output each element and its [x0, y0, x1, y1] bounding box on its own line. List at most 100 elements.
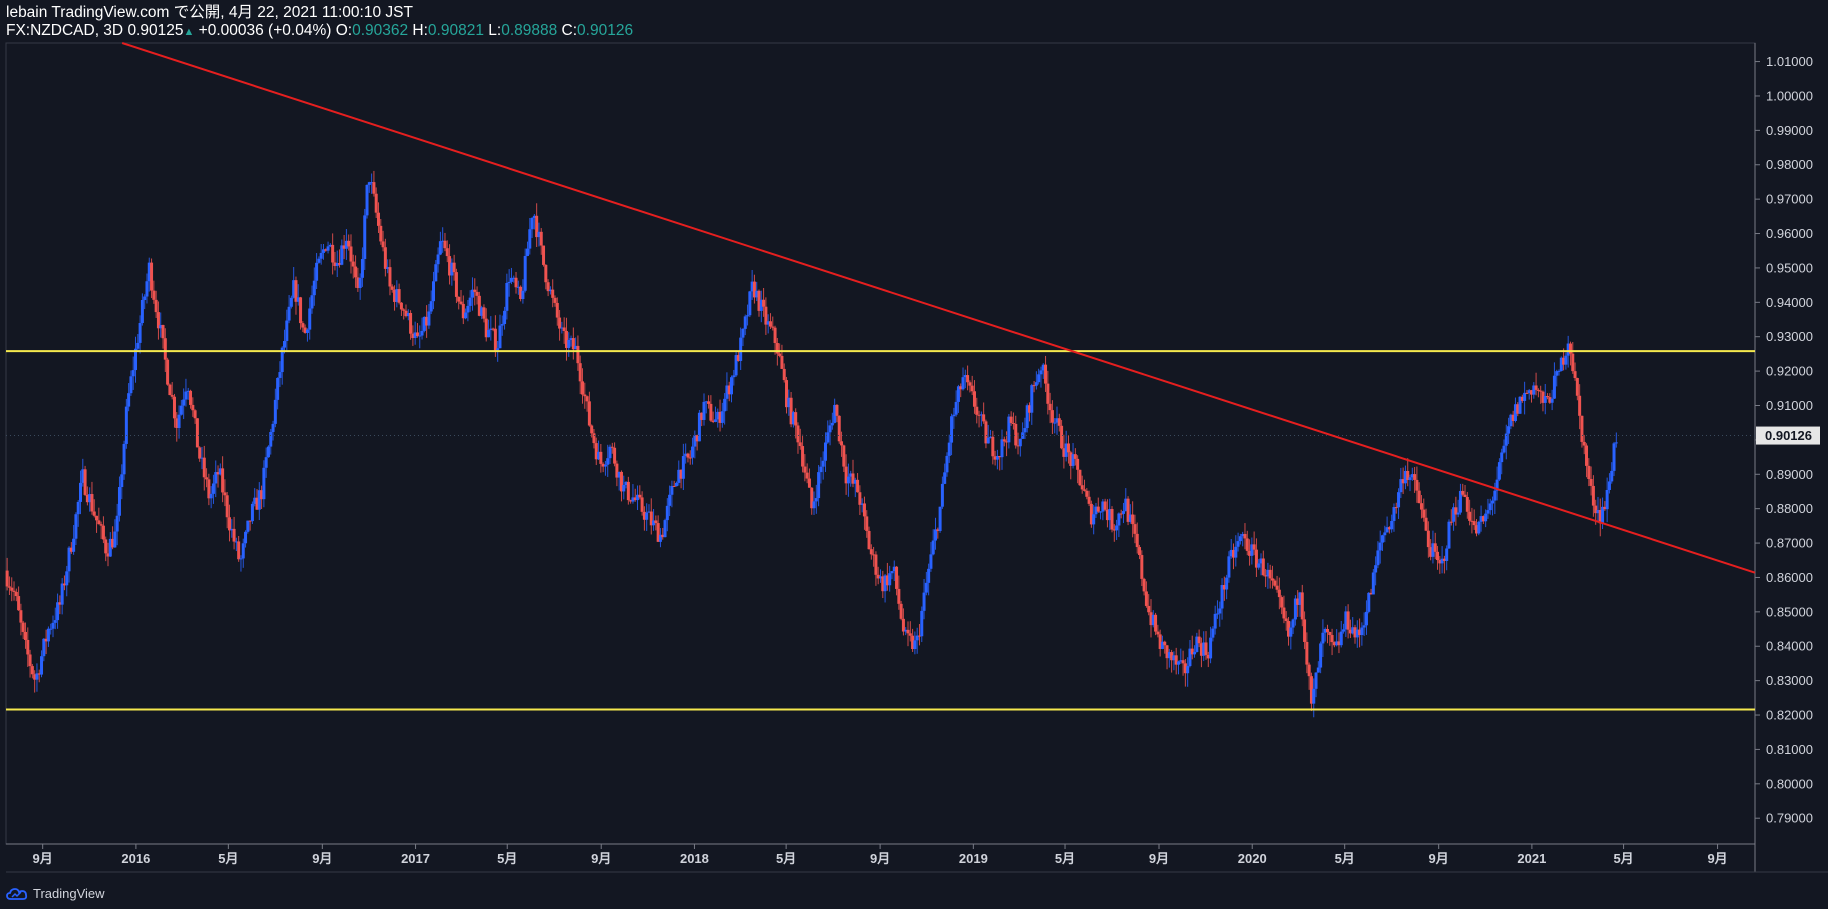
candle-body: [507, 281, 511, 283]
candle-body: [803, 466, 807, 473]
candle-body: [810, 487, 814, 509]
candle-body: [713, 419, 717, 422]
candle-body: [1005, 441, 1009, 443]
candle-body: [583, 394, 587, 397]
candle-body: [1108, 509, 1112, 521]
candle-body: [370, 182, 374, 184]
candle-body: [986, 437, 990, 444]
candle-body: [283, 340, 287, 348]
candle-body: [1087, 496, 1091, 504]
candle-body: [1266, 569, 1270, 577]
candle-body: [652, 520, 656, 526]
candle-body: [308, 308, 312, 330]
candle-body: [874, 554, 878, 575]
candle-body: [1500, 452, 1504, 463]
candle-body: [1507, 426, 1511, 434]
candle-body: [227, 517, 231, 531]
candle-body: [977, 414, 981, 416]
candle-body: [154, 299, 158, 313]
price-tick-label: 0.85000: [1766, 604, 1813, 619]
price-tick-label: 0.91000: [1766, 398, 1813, 413]
candle-body: [402, 309, 406, 311]
candle-body: [807, 478, 811, 488]
candle-body: [601, 463, 605, 467]
candle-body: [1188, 648, 1192, 667]
candle-body: [1142, 578, 1146, 592]
candle-body: [287, 306, 291, 321]
candle-body: [695, 435, 699, 442]
candle-body: [237, 541, 241, 560]
candle-body: [1101, 501, 1105, 512]
candle-body: [624, 481, 628, 485]
candle-body: [1071, 454, 1075, 466]
candle-body: [166, 359, 170, 385]
candle-body: [1477, 521, 1481, 534]
candle-body: [496, 348, 500, 351]
candle-body: [1573, 371, 1577, 379]
footer-brand[interactable]: TradingView: [6, 886, 105, 901]
candle-body: [897, 588, 901, 604]
candle-body: [732, 375, 736, 378]
time-tick-label: 2017: [401, 851, 430, 866]
candle-body: [1174, 655, 1178, 665]
candle-body: [1112, 529, 1116, 531]
candle-body: [1126, 498, 1130, 522]
time-tick-label: 9月: [870, 851, 890, 866]
candle-body: [1144, 591, 1148, 606]
candle-body: [610, 446, 614, 448]
candle-body: [498, 325, 502, 349]
candle-body: [115, 515, 119, 532]
candle-body: [26, 639, 30, 655]
candle-body: [915, 635, 919, 641]
candle-body: [1539, 390, 1543, 392]
candle-body: [1300, 592, 1304, 620]
candle-body: [1364, 611, 1368, 626]
candle-body: [989, 436, 993, 438]
candle-body: [90, 494, 94, 512]
plot-frame: [5, 42, 1756, 845]
candle-body: [1369, 592, 1373, 595]
candle-body: [908, 633, 912, 636]
candle-body: [523, 255, 527, 291]
candle-body: [349, 246, 353, 262]
candle-body: [338, 263, 342, 265]
candle-body: [750, 281, 754, 292]
candle-body: [697, 412, 701, 442]
price-tick-label: 0.83000: [1766, 673, 1813, 688]
candle-body: [354, 266, 358, 278]
candle-body: [1149, 612, 1153, 626]
candle-body: [647, 511, 651, 513]
candle-body: [778, 353, 782, 356]
candle-body: [968, 382, 972, 386]
candle-body: [292, 280, 296, 298]
candle-body: [1392, 507, 1396, 521]
candle-body: [250, 503, 254, 522]
candle-body: [1555, 371, 1559, 376]
candle-body: [331, 244, 335, 263]
candle-body: [1525, 392, 1529, 394]
candle-body: [773, 327, 777, 343]
candle-body: [136, 342, 140, 349]
candle-body: [42, 638, 46, 657]
candle-body: [500, 324, 504, 326]
candle-body: [1323, 628, 1327, 633]
candle-body: [755, 290, 759, 298]
candle-body: [851, 473, 855, 484]
candle-body: [856, 479, 860, 493]
descending-trendline: [121, 42, 1756, 574]
candle-body: [1163, 641, 1167, 646]
candle-body: [1027, 405, 1031, 413]
candle-body: [443, 240, 447, 249]
candle-body: [1548, 397, 1552, 403]
candle-body: [1064, 443, 1068, 457]
candle-body: [1353, 627, 1357, 638]
candle-body: [1454, 507, 1458, 515]
candle-body: [399, 302, 403, 310]
candle-body: [1433, 543, 1437, 552]
candle-body: [335, 263, 339, 267]
time-tick-label: 5月: [1055, 851, 1075, 866]
candle-body: [374, 193, 378, 213]
candle-body: [982, 414, 986, 422]
candle-body: [546, 282, 550, 292]
